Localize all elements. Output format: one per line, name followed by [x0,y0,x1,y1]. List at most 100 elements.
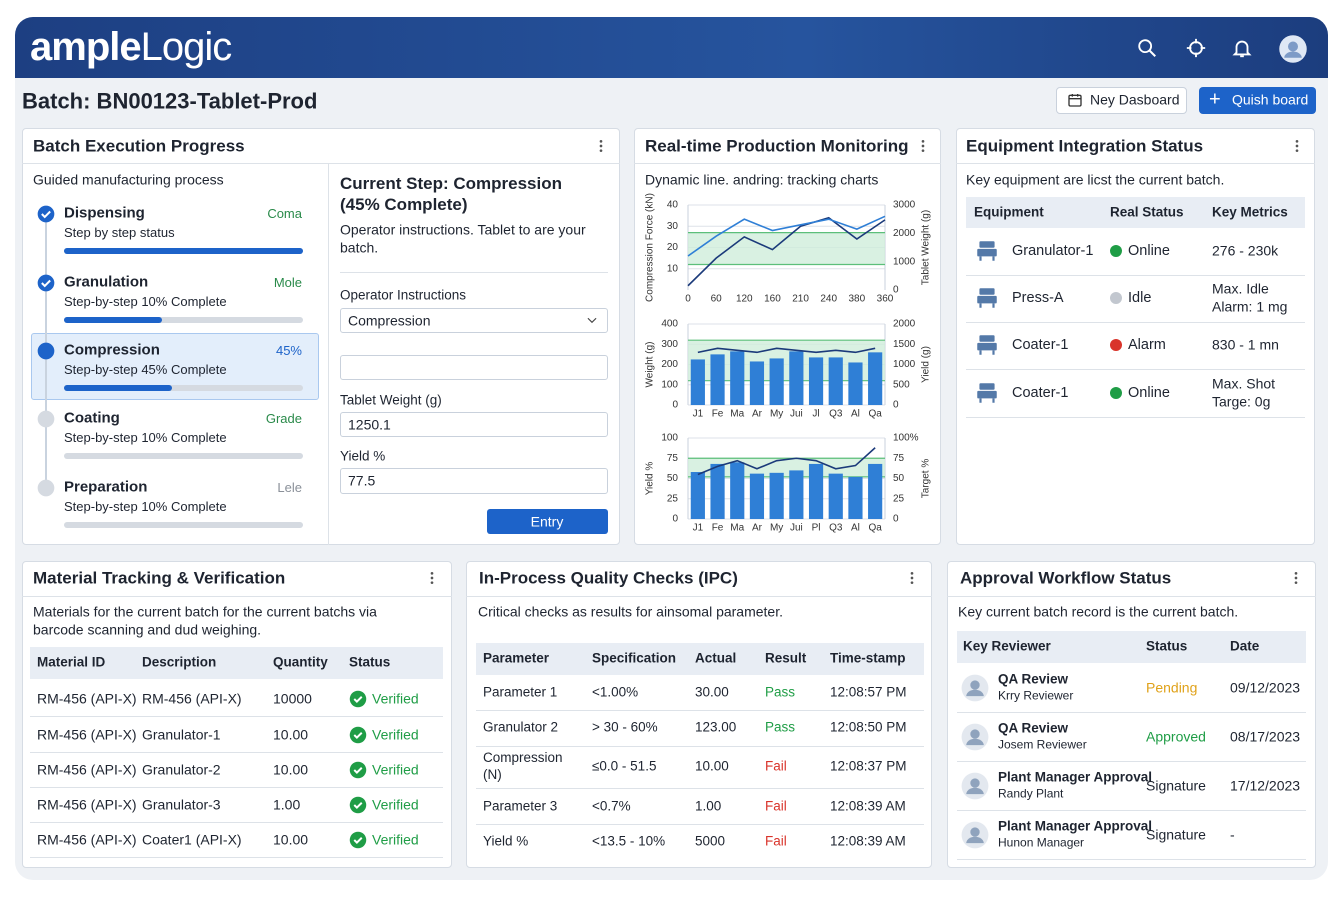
button[interactable] [1199,87,1316,114]
divider [634,163,941,164]
y2-tick-label: 75 [893,453,905,464]
icon-shape [977,241,997,261]
step-detail: Step-by-step 10% Complete [64,429,227,445]
y-tick-label: 300 [661,339,678,350]
icon-shape [921,140,925,152]
menu-button[interactable] [1289,138,1305,154]
column-header: Material ID [37,654,106,670]
x-tick-label: 60 [711,294,723,305]
x-tick-label: 380 [849,294,866,305]
icon-shape [599,149,603,152]
button-label: Entry [530,513,564,530]
icon-shape [349,690,367,708]
panel-title: Batch Execution Progress [33,136,245,156]
menu-button[interactable] [424,570,440,586]
equipment-metrics: 276 - 230k [1212,242,1279,259]
bell-icon[interactable] [1231,37,1253,59]
approval-date: 08/17/2023 [1230,728,1301,745]
icon-shape [977,383,997,403]
icon-shape [353,802,363,810]
icon-shape [1069,94,1081,100]
step-status: Lele [277,479,302,495]
table-cell: Pass [765,719,796,735]
progress-fill [64,317,162,323]
input[interactable] [340,468,608,494]
entry-button[interactable] [487,509,608,534]
menu-button[interactable] [593,138,609,154]
icon-shape [430,572,434,584]
divider [966,275,1305,276]
x-tick-label: My [770,523,783,534]
panel-title: Material Tracking & Verification [33,568,286,588]
table-cell: 123.00 [695,719,737,735]
icon-shape [979,398,995,403]
icon-shape [1294,581,1298,584]
search-icon[interactable] [1136,37,1158,59]
table-cell: RM-456 (API-X) [37,831,137,848]
bar [789,351,804,405]
x-tick-label: Q3 [829,523,843,534]
x-tick-label: Pl [812,523,821,534]
menu-button[interactable] [1288,570,1304,586]
equipment-metrics: 830 - 1 mn [1212,336,1279,353]
table-cell: RM-456 (API-X) [37,761,137,778]
input[interactable] [340,355,608,380]
step-detail: Step-by-step 45% Complete [64,361,227,377]
reviewer-avatar [961,821,989,849]
approval-date: 09/12/2023 [1230,679,1301,696]
column-header: Real Status [1110,204,1184,220]
y-axis-title: Weight (g) [645,342,656,388]
input[interactable] [340,412,608,437]
progress-track [64,317,303,323]
button[interactable] [1056,87,1187,114]
icon-shape [1138,39,1156,57]
target-icon[interactable] [1185,37,1207,59]
y-tick-label: 50 [667,473,679,484]
equipment-status: Alarm [1128,336,1166,353]
table-cell: 5000 [695,833,726,849]
icon-shape [37,410,55,428]
current-step-description: Operator instructions. Tablet to are you… [340,221,586,256]
step-name: Granulation [64,273,149,291]
reviewer-role: Plant Manager Approval [998,769,1153,785]
y2-tick-label: 2000 [893,228,916,239]
logo-part: ample [30,25,142,69]
table-cell: Fail [765,758,787,774]
icon-shape [1279,35,1307,63]
bar [730,462,745,519]
x-tick-label: J1 [693,523,704,534]
select[interactable] [340,308,608,333]
verified-icon [349,831,367,849]
bar [710,354,725,405]
reviewer-name: Josem Reviewer [998,737,1087,752]
equipment-status: Online [1128,242,1170,259]
table-cell: <0.7% [592,798,631,814]
step-status: Coma [267,205,302,221]
divider [966,322,1305,323]
y2-tick-label: 2000 [893,319,916,330]
field-label: Operator Instructions [340,287,467,303]
line [687,215,886,257]
divider [476,746,924,747]
column-header: Equipment [974,204,1044,220]
calendar-icon [1067,92,1083,108]
divider [340,272,608,273]
table-cell: 12:08:50 PM [830,719,907,735]
table-cell: 10.00 [273,761,309,778]
icon-shape [979,256,995,261]
equipment-status: Idle [1128,289,1152,306]
table-cell: Parameter 3 [483,798,558,814]
divider [22,596,452,597]
table-cell: Pass [765,684,796,700]
step-icon [36,409,56,429]
step-icon [36,204,56,224]
reviewer-name: Krry Reviewer [998,688,1074,703]
menu-button[interactable] [915,138,931,154]
icon-shape [910,576,914,580]
equipment-metrics: Max. Shot Targe: 0g [1212,375,1276,410]
input-value: 77.5 [348,472,376,489]
icon-shape [587,317,597,324]
user-avatar[interactable] [1278,34,1308,64]
menu-button[interactable] [904,570,920,586]
